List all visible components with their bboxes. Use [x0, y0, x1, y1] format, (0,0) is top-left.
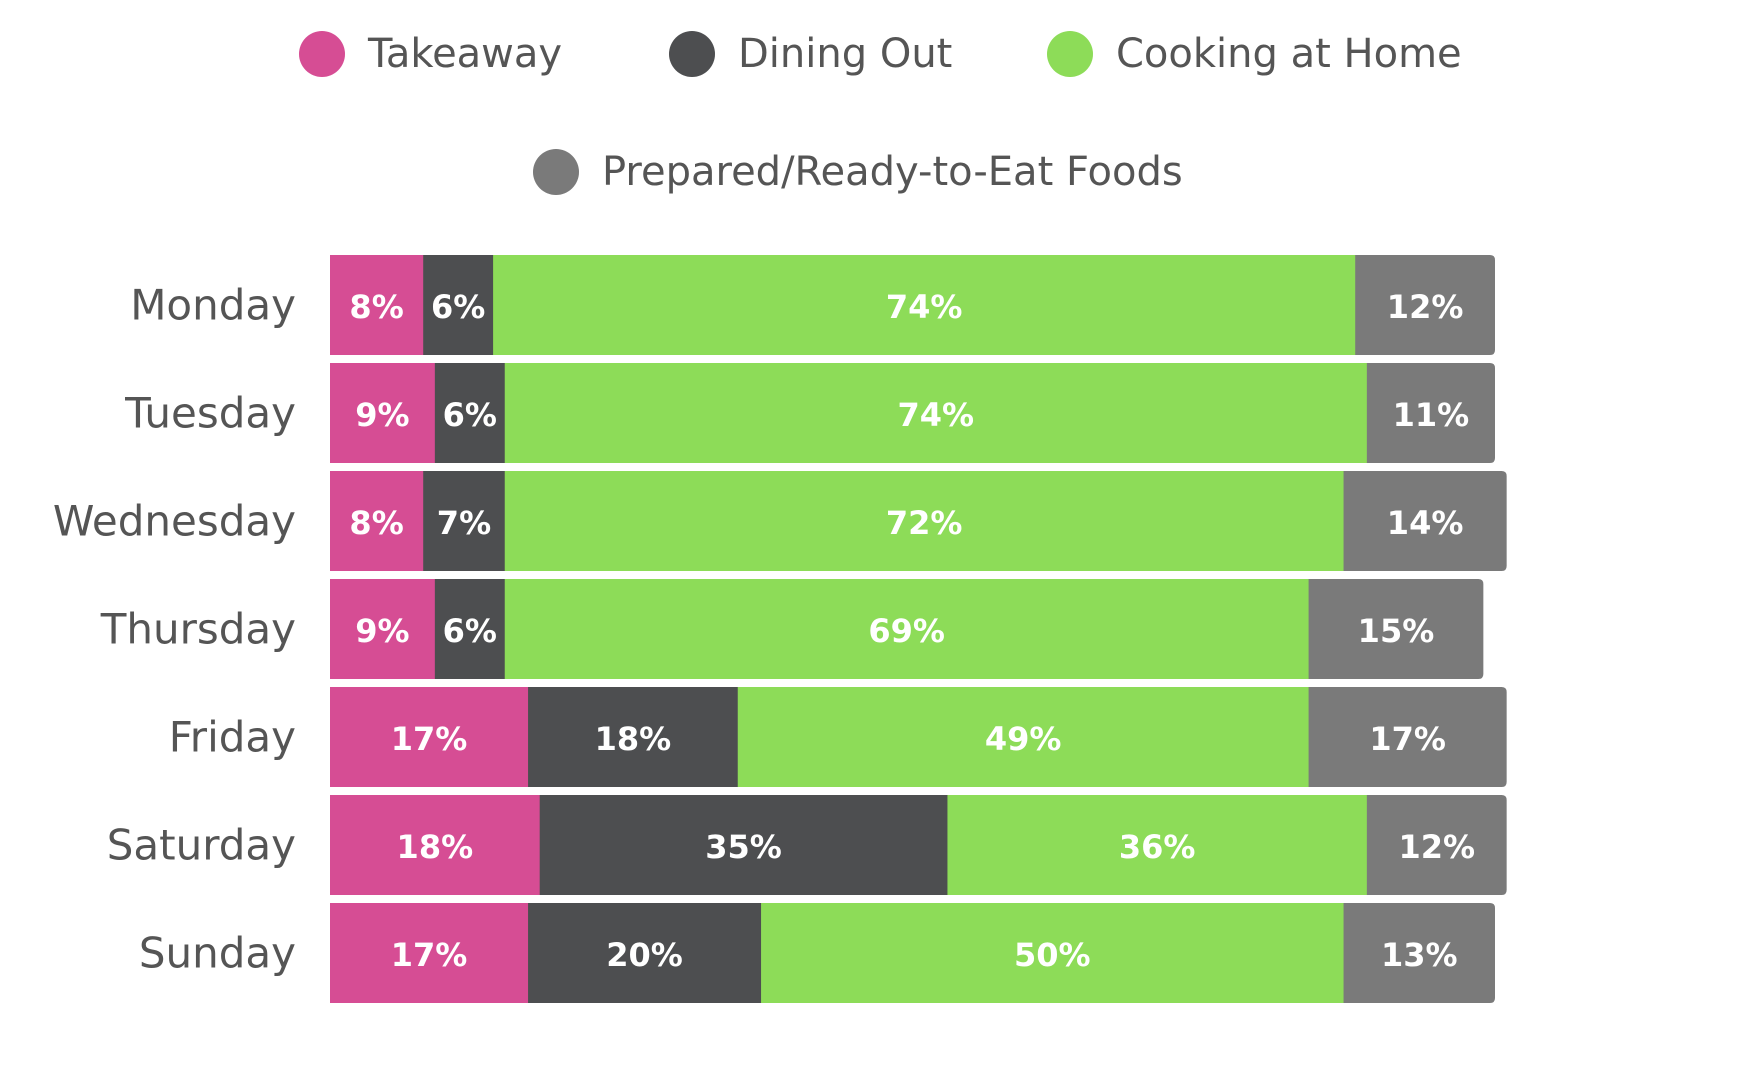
data-label-thursday-cooking-at-home: 69% — [868, 612, 945, 650]
data-label-sunday-dining-out: 20% — [606, 936, 683, 974]
bar-segment-monday-takeaway — [330, 255, 424, 355]
bar-segment-sunday-takeaway — [330, 903, 529, 1003]
legend-item-dining-out: Dining Out — [669, 31, 952, 77]
data-label-monday-dining-out: 6% — [431, 288, 485, 326]
bars: 8% 6% 74% 12% 9% 6% 74% 11% 8% 7% 72% 14% 9% 6% 69% 15%… — [330, 255, 1507, 1003]
data-label-thursday-prepared-ready-to-eat-foods: 15% — [1358, 612, 1435, 650]
legend-marker-takeaway — [299, 31, 345, 77]
data-label-wednesday-dining-out: 7% — [437, 504, 491, 542]
category-label-sunday: Sunday — [139, 929, 296, 978]
legend-marker-prepared-ready-to-eat-foods — [533, 149, 579, 195]
bar-segment-sunday-prepared-ready-to-eat-foods — [1343, 903, 1495, 1003]
bar-segment-friday-dining-out — [528, 687, 739, 787]
data-label-thursday-dining-out: 6% — [443, 612, 497, 650]
bar-segment-saturday-dining-out — [539, 795, 948, 895]
data-label-monday-takeaway: 8% — [349, 288, 403, 326]
bar-segment-monday-dining-out — [423, 255, 494, 355]
bar-segment-friday-prepared-ready-to-eat-foods — [1308, 687, 1507, 787]
category-label-wednesday: Wednesday — [53, 497, 296, 546]
bar-row-tuesday: 9% 6% 74% 11% — [330, 363, 1495, 463]
data-label-wednesday-cooking-at-home: 72% — [886, 504, 963, 542]
bar-segment-thursday-dining-out — [434, 579, 506, 679]
data-label-tuesday-takeaway: 9% — [355, 396, 409, 434]
bar-segment-thursday-takeaway — [330, 579, 436, 679]
data-label-friday-cooking-at-home: 49% — [985, 720, 1062, 758]
bar-row-saturday: 18% 35% 36% 12% — [330, 795, 1507, 895]
bar-segment-tuesday-dining-out — [434, 363, 506, 463]
bar-segment-friday-takeaway — [330, 687, 529, 787]
data-label-wednesday-prepared-ready-to-eat-foods: 14% — [1387, 504, 1464, 542]
data-label-thursday-takeaway: 9% — [355, 612, 409, 650]
bar-segment-saturday-takeaway — [330, 795, 541, 895]
data-label-tuesday-prepared-ready-to-eat-foods: 11% — [1393, 396, 1470, 434]
legend-item-prepared-ready-to-eat-foods: Prepared/Ready-to-Eat Foods — [533, 149, 1183, 195]
category-label-saturday: Saturday — [107, 821, 296, 870]
bar-segment-saturday-cooking-at-home — [947, 795, 1368, 895]
data-label-monday-prepared-ready-to-eat-foods: 12% — [1387, 288, 1464, 326]
bar-segment-wednesday-prepared-ready-to-eat-foods — [1343, 471, 1507, 571]
category-label-tuesday: Tuesday — [124, 389, 296, 438]
data-label-sunday-takeaway: 17% — [391, 936, 468, 974]
legend-marker-dining-out — [669, 31, 715, 77]
data-label-monday-cooking-at-home: 74% — [886, 288, 963, 326]
bar-segment-sunday-cooking-at-home — [761, 903, 1345, 1003]
legend-marker-cooking-at-home — [1047, 31, 1093, 77]
data-label-friday-prepared-ready-to-eat-foods: 17% — [1369, 720, 1446, 758]
bar-segment-wednesday-takeaway — [330, 471, 424, 571]
bar-segment-tuesday-takeaway — [330, 363, 436, 463]
bar-segment-tuesday-cooking-at-home — [504, 363, 1368, 463]
category-label-thursday: Thursday — [100, 605, 296, 654]
bar-row-wednesday: 8% 7% 72% 14% — [330, 471, 1507, 571]
bar-row-thursday: 9% 6% 69% 15% — [330, 579, 1484, 679]
bar-segment-monday-cooking-at-home — [493, 255, 1356, 355]
bar-segment-friday-cooking-at-home — [737, 687, 1310, 787]
bar-row-friday: 17% 18% 49% 17% — [330, 687, 1507, 787]
bar-segment-sunday-dining-out — [528, 903, 762, 1003]
bar-row-sunday: 17% 20% 50% 13% — [330, 903, 1495, 1003]
bar-segment-wednesday-cooking-at-home — [504, 471, 1345, 571]
legend-label-takeaway: Takeaway — [367, 31, 562, 77]
category-label-friday: Friday — [169, 713, 296, 762]
bar-row-monday: 8% 6% 74% 12% — [330, 255, 1495, 355]
bar-segment-wednesday-dining-out — [423, 471, 506, 571]
legend-label-cooking-at-home: Cooking at Home — [1116, 31, 1462, 77]
data-label-tuesday-dining-out: 6% — [443, 396, 497, 434]
bar-segment-monday-prepared-ready-to-eat-foods — [1355, 255, 1495, 355]
data-label-sunday-cooking-at-home: 50% — [1014, 936, 1091, 974]
legend-label-prepared-ready-to-eat-foods: Prepared/Ready-to-Eat Foods — [602, 149, 1183, 195]
category-labels: Monday Tuesday Wednesday Thursday Friday Satu… — [53, 281, 296, 978]
bar-segment-tuesday-prepared-ready-to-eat-foods — [1366, 363, 1495, 463]
data-label-saturday-takeaway: 18% — [397, 828, 474, 866]
legend-item-takeaway: Takeaway — [299, 31, 562, 77]
category-label-monday: Monday — [130, 281, 296, 330]
data-label-saturday-prepared-ready-to-eat-foods: 12% — [1398, 828, 1475, 866]
bar-segment-saturday-prepared-ready-to-eat-foods — [1366, 795, 1507, 895]
data-label-tuesday-cooking-at-home: 74% — [898, 396, 975, 434]
data-label-friday-takeaway: 17% — [391, 720, 468, 758]
data-label-sunday-prepared-ready-to-eat-foods: 13% — [1381, 936, 1458, 974]
data-label-friday-dining-out: 18% — [595, 720, 672, 758]
bar-segment-thursday-cooking-at-home — [504, 579, 1310, 679]
data-label-wednesday-takeaway: 8% — [349, 504, 403, 542]
legend-label-dining-out: Dining Out — [738, 31, 952, 77]
data-label-saturday-cooking-at-home: 36% — [1119, 828, 1196, 866]
legend-item-cooking-at-home: Cooking at Home — [1047, 31, 1462, 77]
legend: Takeaway Dining Out Cooking at Home Prepare… — [299, 31, 1462, 195]
data-label-saturday-dining-out: 35% — [705, 828, 782, 866]
bar-segment-thursday-prepared-ready-to-eat-foods — [1308, 579, 1484, 679]
